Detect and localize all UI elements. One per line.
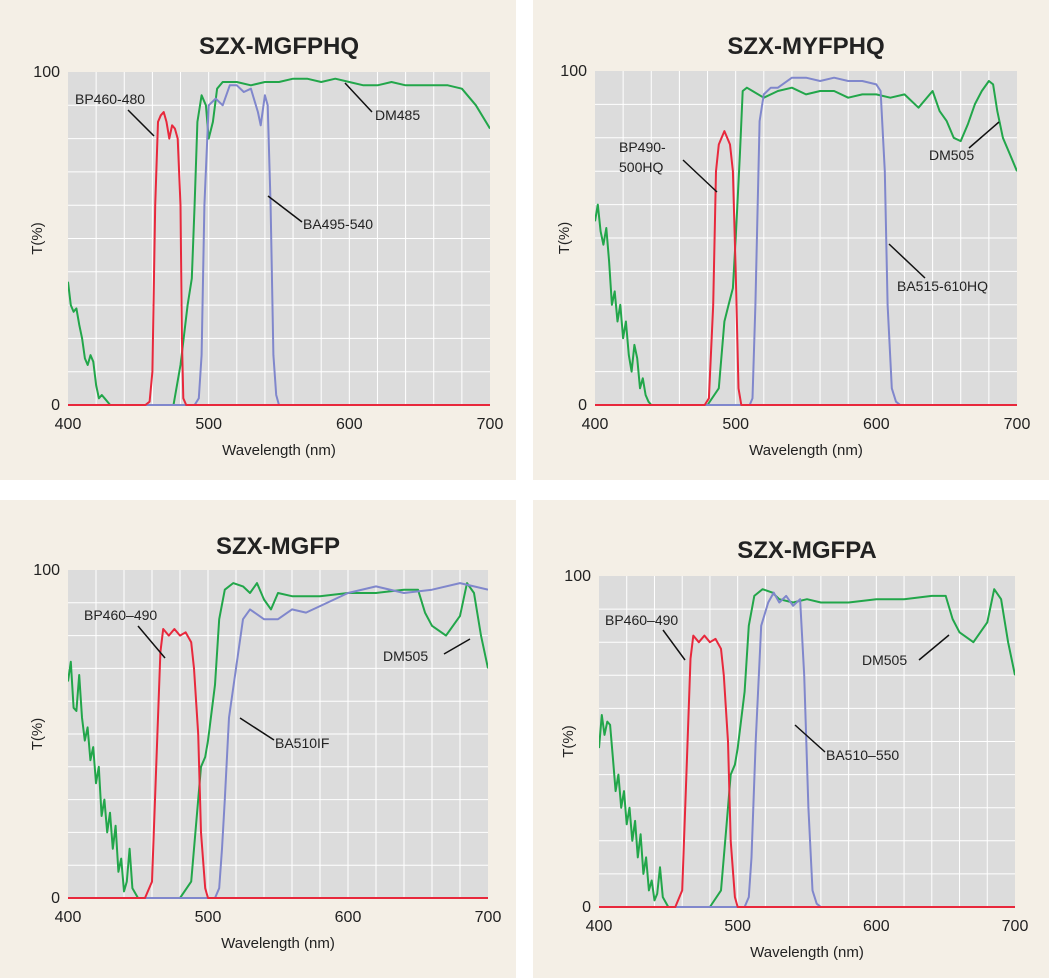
x-axis-label: Wavelength (nm) [750, 944, 864, 961]
annotation-leader-ba515-610hq [888, 243, 926, 279]
x-tick-label: 500 [195, 416, 222, 433]
x-tick-label: 500 [722, 416, 749, 433]
grid [599, 576, 1015, 907]
chart-4: SZX-MGFPA 400 500 600 700 0 100 Wavelength (nm)… [560, 537, 1029, 961]
grid [595, 71, 1017, 405]
annotation-leader-bp460-480 [127, 109, 155, 137]
grid [68, 570, 488, 898]
annotation-dm505: DM505 [929, 147, 974, 163]
annotation-leader-ba510if [239, 717, 275, 741]
y-tick-label: 0 [582, 899, 591, 916]
x-axis-label: Wavelength (nm) [222, 442, 336, 459]
chart-title: SZX-MYFPHQ [727, 33, 884, 60]
x-tick-label: 400 [55, 909, 82, 926]
chart-panel-4: SZX-MGFPA 400 500 600 700 0 100 Wavelength (nm)… [533, 500, 1049, 978]
annotation-dm485: DM485 [375, 107, 420, 123]
x-axis-label: Wavelength (nm) [221, 935, 335, 952]
grid [68, 72, 490, 405]
y-tick-label: 100 [564, 568, 591, 585]
chart-panel-3: SZX-MGFP 400 500 600 700 0 100 Wavelength (nm) T… [0, 500, 516, 978]
chart-1: SZX-MGFPHQ 400 500 600 700 0 100 Wavelength (nm… [29, 33, 504, 459]
series-line-ba510if [68, 582, 488, 899]
annotation-bp490-500hq: 500HQ [619, 159, 663, 175]
series-line-dm485 [68, 77, 490, 406]
x-tick-label: 600 [863, 416, 890, 433]
series-line-ba515-610hq [595, 76, 1017, 406]
annotation-ba510if: BA510IF [275, 735, 329, 751]
series-line-dm505 [599, 588, 1015, 908]
y-tick-label: 100 [560, 63, 587, 80]
annotation-leader-bp460-490 [662, 629, 686, 661]
annotation-leader-dm485 [344, 82, 373, 113]
x-tick-label: 500 [724, 918, 751, 935]
annotation-leader-bp490-500hq [682, 159, 718, 193]
annotation-bp490-500hq: BP490- [619, 139, 666, 155]
annotation-leader-bp460-490 [137, 625, 166, 659]
y-tick-label: 0 [51, 890, 60, 907]
annotation-dm505: DM505 [383, 648, 428, 664]
chart-title: SZX-MGFP [216, 533, 340, 560]
series-line-bp490-500hq [595, 130, 1017, 406]
annotation-leader-dm505 [918, 634, 950, 661]
series-line-dm505 [68, 582, 488, 899]
x-tick-label: 500 [195, 909, 222, 926]
series-line-dm505 [595, 80, 1017, 406]
y-axis-label: T(%) [556, 222, 573, 255]
y-axis-label: T(%) [29, 222, 46, 255]
x-tick-label: 400 [55, 416, 82, 433]
chart-panel-1: SZX-MGFPHQ 400 500 600 700 0 100 Wavelength (nm… [0, 0, 516, 480]
x-tick-label: 600 [335, 909, 362, 926]
x-tick-label: 600 [336, 416, 363, 433]
x-axis-label: Wavelength (nm) [749, 442, 863, 459]
x-tick-label: 700 [477, 416, 504, 433]
series-line-bp460-490 [599, 634, 1015, 908]
annotation-leader-ba495-540 [267, 195, 303, 223]
annotation-bp460-490: BP460–490 [84, 607, 157, 623]
chart-title: SZX-MGFPHQ [199, 33, 359, 60]
x-tick-label: 400 [582, 416, 609, 433]
annotation-leader-dm505 [968, 121, 1000, 149]
y-tick-label: 100 [33, 562, 60, 579]
annotation-bp460-480: BP460-480 [75, 91, 145, 107]
y-tick-label: 0 [578, 397, 587, 414]
annotation-ba510-550: BA510–550 [826, 747, 899, 763]
chart-3: SZX-MGFP 400 500 600 700 0 100 Wavelength (nm) T… [29, 533, 502, 952]
series-line-ba510-550 [599, 591, 1015, 908]
annotation-leader-ba510-550 [794, 724, 826, 753]
annotation-dm505: DM505 [862, 652, 907, 668]
y-tick-label: 0 [51, 397, 60, 414]
annotation-leader-dm505 [443, 638, 471, 655]
annotation-ba495-540: BA495-540 [303, 216, 373, 232]
x-tick-label: 700 [1004, 416, 1031, 433]
chart-2: SZX-MYFPHQ 400 500 600 700 0 100 Wavelength (nm… [556, 33, 1031, 459]
y-tick-label: 100 [33, 64, 60, 81]
x-tick-label: 400 [586, 918, 613, 935]
series-line-bp460-490 [68, 628, 488, 899]
y-axis-label: T(%) [560, 725, 577, 758]
series-line-ba495-540 [68, 84, 490, 406]
y-axis-label: T(%) [29, 718, 46, 751]
chart-panel-2: SZX-MYFPHQ 400 500 600 700 0 100 Wavelength (nm… [533, 0, 1049, 480]
annotation-bp460-490: BP460–490 [605, 612, 678, 628]
x-tick-label: 700 [1002, 918, 1029, 935]
x-tick-label: 600 [863, 918, 890, 935]
series-line-bp460-480 [68, 111, 490, 406]
annotation-ba515-610hq: BA515-610HQ [897, 278, 988, 294]
chart-title: SZX-MGFPA [737, 537, 877, 564]
x-tick-label: 700 [475, 909, 502, 926]
